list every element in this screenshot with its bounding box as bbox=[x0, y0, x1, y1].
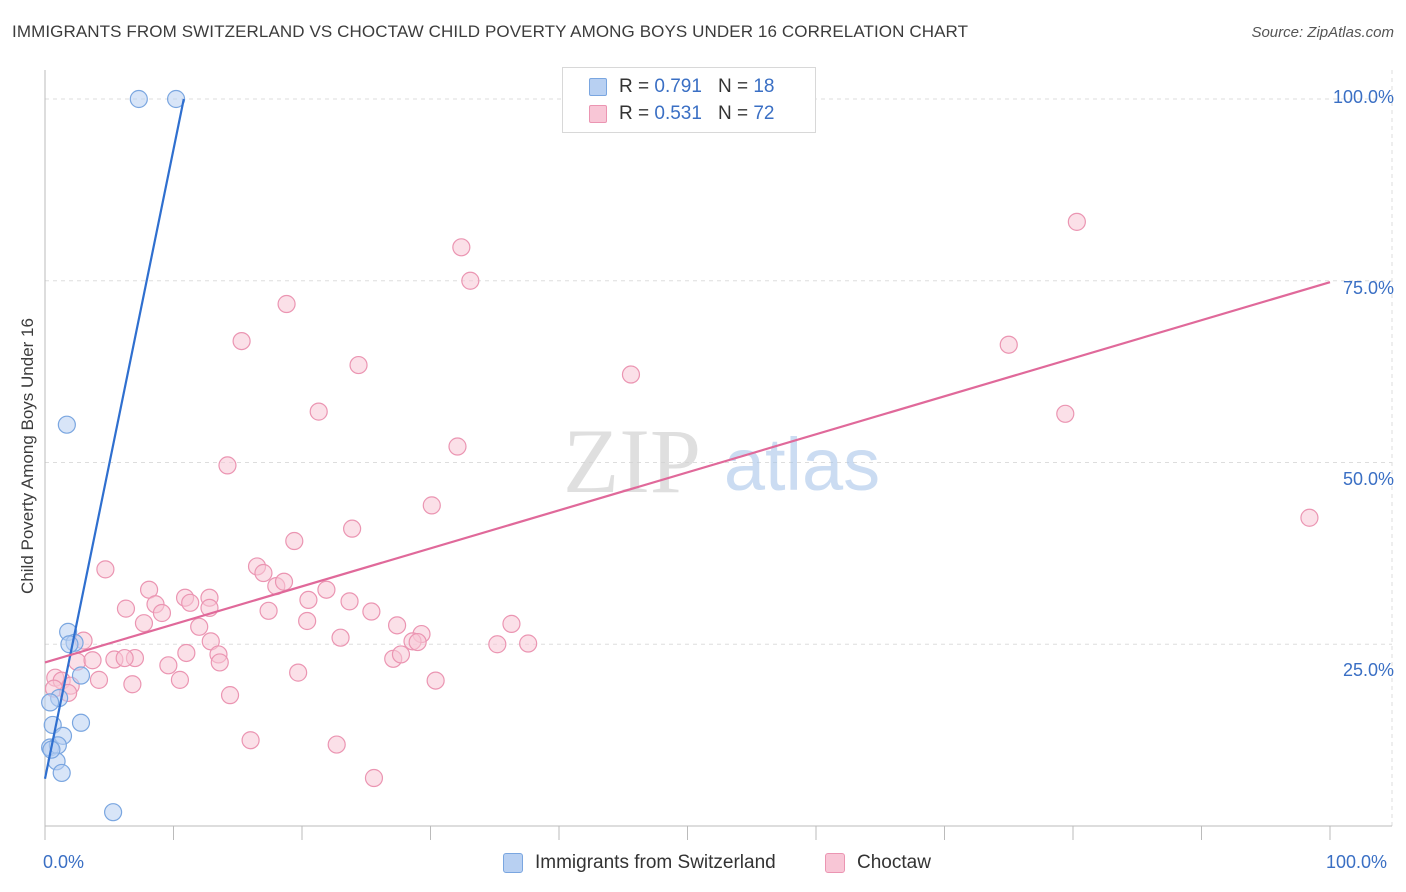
point-choctaw-7[interactable] bbox=[621, 365, 641, 384]
point-choctaw-4[interactable] bbox=[232, 331, 251, 351]
point-choctaw-40[interactable] bbox=[502, 614, 521, 633]
x-tick-label-min: 0.0% bbox=[43, 852, 85, 872]
point-choctaw-1[interactable] bbox=[452, 238, 471, 257]
legend-swatch-choctaw bbox=[825, 853, 845, 873]
point-choctaw-18[interactable] bbox=[254, 563, 273, 583]
point-switzerland-1[interactable] bbox=[166, 89, 186, 109]
point-choctaw-33[interactable] bbox=[152, 603, 172, 623]
point-choctaw-29[interactable] bbox=[116, 599, 136, 618]
point-choctaw-70[interactable] bbox=[327, 735, 346, 754]
point-choctaw-28[interactable] bbox=[181, 593, 200, 612]
point-choctaw-34[interactable] bbox=[134, 614, 154, 633]
point-switzerland-10[interactable] bbox=[71, 713, 91, 732]
trend-line-choctaw bbox=[44, 281, 1331, 664]
legend-item-choctaw[interactable]: Choctaw bbox=[825, 852, 931, 874]
point-switzerland-15[interactable] bbox=[52, 763, 71, 783]
point-choctaw-0[interactable] bbox=[1067, 212, 1086, 231]
watermark-zip: ZIP bbox=[563, 410, 701, 512]
legend-r-label: R = bbox=[619, 76, 650, 97]
y-tick-label-75: 75.0% bbox=[1342, 278, 1394, 298]
legend-swatch-switzerland bbox=[589, 78, 607, 96]
trend-line-switzerland bbox=[43, 98, 185, 779]
y-tick-label-25: 25.0% bbox=[1342, 660, 1394, 680]
legend-label-choctaw: Choctaw bbox=[857, 852, 931, 873]
legend-n-value-switzerland: 18 bbox=[753, 76, 775, 97]
point-choctaw-12[interactable] bbox=[422, 496, 441, 515]
point-choctaw-68[interactable] bbox=[220, 686, 240, 705]
point-choctaw-53[interactable] bbox=[83, 651, 102, 670]
point-choctaw-57[interactable] bbox=[210, 653, 229, 672]
point-choctaw-16[interactable] bbox=[96, 560, 115, 579]
point-choctaw-37[interactable] bbox=[387, 616, 407, 635]
legend-row-choctaw: R = 0.531 N = 72 bbox=[589, 102, 774, 126]
legend-r-value-switzerland: 0.791 bbox=[654, 76, 702, 97]
data-points bbox=[41, 89, 1319, 822]
point-choctaw-8[interactable] bbox=[309, 402, 328, 421]
legend-item-switzerland[interactable]: Immigrants from Switzerland bbox=[503, 852, 776, 874]
point-choctaw-26[interactable] bbox=[340, 592, 359, 611]
point-switzerland-2[interactable] bbox=[57, 415, 76, 434]
legend-n-label: N = bbox=[717, 76, 749, 97]
legend-row-switzerland: R = 0.791 N = 18 bbox=[589, 75, 774, 99]
point-choctaw-65[interactable] bbox=[426, 671, 445, 690]
point-choctaw-25[interactable] bbox=[299, 590, 318, 610]
legend-r-label: R = bbox=[619, 103, 650, 124]
point-choctaw-58[interactable] bbox=[289, 663, 308, 682]
point-choctaw-31[interactable] bbox=[259, 601, 278, 620]
point-choctaw-2[interactable] bbox=[461, 271, 480, 290]
point-choctaw-6[interactable] bbox=[349, 355, 368, 375]
point-choctaw-9[interactable] bbox=[1056, 404, 1075, 423]
watermark-atlas: atlas bbox=[724, 423, 880, 506]
point-choctaw-32[interactable] bbox=[362, 602, 381, 621]
point-choctaw-62[interactable] bbox=[89, 670, 109, 689]
legend-n-value-choctaw: 72 bbox=[753, 103, 775, 124]
point-choctaw-55[interactable] bbox=[115, 648, 134, 668]
legend-label-switzerland: Immigrants from Switzerland bbox=[535, 852, 776, 873]
y-tick-label-50: 50.0% bbox=[1342, 469, 1394, 489]
axes bbox=[44, 70, 1392, 840]
point-choctaw-36[interactable] bbox=[190, 617, 209, 636]
legend-n-label: N = bbox=[717, 103, 749, 124]
legend-swatch-switzerland bbox=[503, 853, 523, 873]
legend-r-value-choctaw: 0.531 bbox=[654, 103, 702, 124]
legend-swatch-choctaw bbox=[589, 105, 607, 123]
point-switzerland-8[interactable] bbox=[41, 693, 60, 712]
point-choctaw-56[interactable] bbox=[159, 656, 178, 675]
point-choctaw-13[interactable] bbox=[1300, 508, 1319, 527]
point-choctaw-39[interactable] bbox=[331, 628, 350, 647]
gridlines bbox=[45, 70, 1393, 826]
point-choctaw-71[interactable] bbox=[364, 768, 384, 788]
y-tick-label-100: 100.0% bbox=[1332, 87, 1394, 107]
point-choctaw-11[interactable] bbox=[218, 456, 237, 475]
x-tick-label-max: 100.0% bbox=[1326, 852, 1388, 872]
source-credit: Source: ZipAtlas.com bbox=[1251, 24, 1394, 41]
point-choctaw-45[interactable] bbox=[488, 635, 507, 654]
point-switzerland-17[interactable] bbox=[104, 803, 123, 822]
point-switzerland-0[interactable] bbox=[129, 89, 148, 109]
point-choctaw-63[interactable] bbox=[123, 675, 142, 694]
stats-legend: R = 0.791 N = 18 R = 0.531 N = 72 bbox=[562, 67, 816, 133]
point-choctaw-49[interactable] bbox=[177, 643, 196, 663]
point-choctaw-64[interactable] bbox=[170, 670, 190, 689]
point-choctaw-15[interactable] bbox=[285, 531, 304, 551]
point-choctaw-51[interactable] bbox=[391, 645, 411, 664]
point-choctaw-69[interactable] bbox=[241, 731, 260, 750]
trend-lines bbox=[43, 98, 1331, 779]
point-choctaw-22[interactable] bbox=[317, 580, 336, 599]
point-choctaw-44[interactable] bbox=[408, 632, 427, 652]
point-choctaw-46[interactable] bbox=[519, 634, 538, 653]
point-choctaw-20[interactable] bbox=[274, 572, 294, 591]
point-switzerland-6[interactable] bbox=[71, 666, 91, 685]
chart-title: IMMIGRANTS FROM SWITZERLAND VS CHOCTAW C… bbox=[12, 22, 969, 41]
series-legend: Immigrants from Switzerland Choctaw bbox=[0, 852, 1406, 878]
point-choctaw-5[interactable] bbox=[999, 335, 1018, 354]
point-choctaw-14[interactable] bbox=[343, 519, 362, 538]
point-choctaw-35[interactable] bbox=[298, 611, 317, 631]
watermark: ZIP atlas bbox=[563, 410, 880, 512]
point-switzerland-5[interactable] bbox=[60, 635, 79, 654]
point-choctaw-10[interactable] bbox=[448, 437, 467, 456]
point-choctaw-3[interactable] bbox=[277, 294, 296, 314]
